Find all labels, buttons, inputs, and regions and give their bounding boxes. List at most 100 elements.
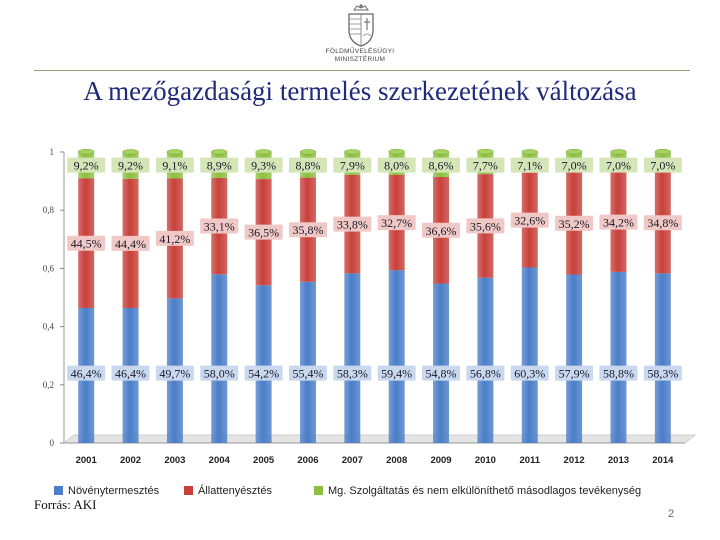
- data-label-box: [555, 365, 594, 381]
- chart-floor: [62, 434, 697, 444]
- data-label: 36,6%: [426, 224, 457, 238]
- data-label-box: [333, 157, 372, 173]
- data-label-box: [333, 216, 372, 232]
- data-label-box: [288, 157, 327, 173]
- page-number: 2: [668, 508, 675, 520]
- data-label-box: [555, 215, 594, 231]
- y-tick-label: 0,8: [43, 205, 55, 215]
- data-label-box: [422, 365, 461, 381]
- x-tick-label: 2009: [430, 455, 451, 466]
- data-label: 8,9%: [207, 159, 232, 173]
- data-label-box: [466, 365, 505, 381]
- data-label-box: [288, 222, 327, 238]
- bar-segment: [344, 273, 361, 443]
- data-label: 44,5%: [71, 237, 102, 251]
- x-tick-label: 2001: [76, 455, 98, 466]
- data-label-box: [155, 230, 194, 246]
- data-label-box: [111, 235, 150, 251]
- data-label: 58,3%: [337, 367, 368, 381]
- bar-segment: [388, 270, 405, 443]
- x-tick-label: 2005: [253, 455, 275, 466]
- data-label: 7,7%: [473, 159, 498, 173]
- data-label-box: [599, 365, 638, 381]
- data-label: 58,8%: [603, 367, 634, 381]
- data-label-box: [244, 365, 283, 381]
- data-label: 58,3%: [647, 367, 678, 381]
- data-label: 54,2%: [248, 367, 279, 381]
- data-label-box: [67, 235, 106, 251]
- data-label-box: [200, 157, 239, 173]
- data-label-box: [599, 214, 638, 230]
- ministry-line1: FÖLDMŰVELÉSÜGYI: [325, 48, 395, 55]
- data-label: 41,2%: [159, 232, 190, 246]
- data-label: 34,8%: [647, 216, 678, 230]
- data-label: 35,6%: [470, 219, 501, 233]
- bar-segment: [654, 273, 671, 443]
- x-tick-label: 2004: [209, 455, 231, 466]
- x-tick-label: 2012: [564, 455, 585, 466]
- x-tick-label: 2014: [652, 455, 674, 466]
- data-label: 58,0%: [204, 367, 235, 381]
- data-label-box: [200, 365, 239, 381]
- bar-cap: [344, 149, 361, 155]
- data-label-box: [244, 224, 283, 240]
- data-label: 32,6%: [514, 214, 545, 228]
- ministry-name: FÖLDMŰVELÉSÜGYI MINISZTÉRIUM: [300, 48, 420, 64]
- data-label: 7,0%: [606, 159, 631, 173]
- bar-segment: [566, 274, 583, 443]
- data-label: 46,4%: [115, 367, 146, 381]
- bar-cap: [255, 149, 272, 155]
- bar-cap: [166, 149, 184, 155]
- bar-segment: [211, 274, 228, 443]
- data-label-box: [155, 365, 194, 381]
- bar-cap: [388, 148, 405, 155]
- data-label: 8,0%: [384, 159, 409, 173]
- source-note: Forrás: AKI: [34, 497, 97, 512]
- bar-cap: [432, 149, 450, 155]
- bar-cap: [122, 149, 139, 155]
- bar-segment: [255, 285, 272, 443]
- data-label: 59,4%: [381, 367, 412, 381]
- x-tick-label: 2006: [297, 455, 318, 466]
- data-label: 55,4%: [292, 367, 323, 381]
- legend-swatch: [314, 486, 323, 495]
- data-label-box: [555, 157, 594, 173]
- data-label-box: [643, 157, 682, 173]
- bar-segment: [433, 283, 450, 443]
- x-tick-label: 2002: [120, 455, 141, 466]
- bar-cap: [77, 148, 95, 155]
- data-label: 33,1%: [204, 220, 235, 234]
- data-label-box: [510, 157, 549, 173]
- bar-segment: [477, 277, 494, 443]
- data-label: 44,4%: [115, 237, 146, 251]
- data-label: 8,6%: [429, 159, 454, 173]
- data-label-box: [377, 365, 416, 381]
- data-label: 35,8%: [292, 223, 323, 237]
- bar-cap: [654, 148, 672, 155]
- data-label: 9,2%: [74, 159, 99, 173]
- data-label-box: [643, 365, 682, 381]
- y-tick-label: 0,6: [43, 263, 55, 273]
- data-label: 7,0%: [650, 159, 675, 173]
- data-label: 8,8%: [295, 159, 320, 173]
- data-label: 34,2%: [603, 216, 634, 230]
- data-label-box: [67, 365, 106, 381]
- data-label-box: [643, 215, 682, 231]
- x-tick-label: 2013: [608, 455, 629, 466]
- data-label-box: [111, 157, 150, 173]
- data-label-box: [377, 157, 416, 173]
- data-label: 56,8%: [470, 367, 501, 381]
- data-label: 54,8%: [426, 367, 457, 381]
- data-label: 9,3%: [251, 159, 276, 173]
- data-label-box: [111, 365, 150, 381]
- y-tick-label: 0: [50, 438, 55, 448]
- data-label-box: [466, 218, 505, 234]
- data-label: 35,2%: [559, 217, 590, 231]
- data-label: 60,3%: [514, 367, 545, 381]
- legend-label: Állattenyésztés: [198, 484, 272, 497]
- legend-label: Növénytermesztés: [68, 485, 160, 497]
- x-tick-label: 2008: [386, 455, 407, 466]
- page-title: A mezőgazdasági termelés szerkezetének v…: [83, 76, 637, 106]
- x-tick-label: 2010: [475, 455, 496, 466]
- bar-cap: [610, 149, 627, 155]
